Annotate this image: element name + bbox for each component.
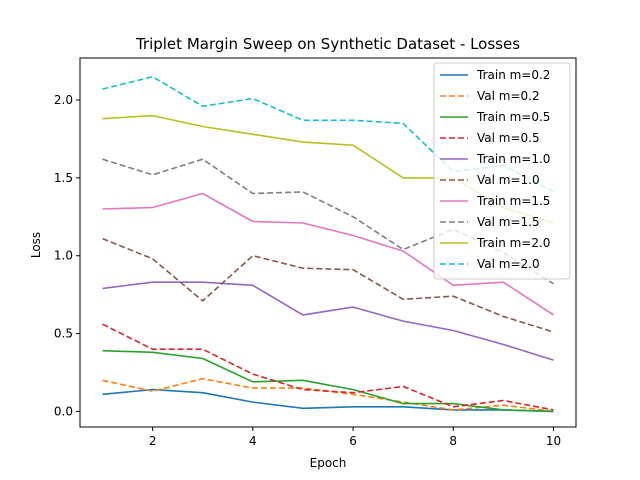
legend-entry: Val m=0.2 xyxy=(477,89,540,103)
y-tick-label: 1.5 xyxy=(54,171,73,185)
legend-entry: Train m=1.5 xyxy=(476,194,550,208)
x-axis-label: Epoch xyxy=(310,456,347,470)
chart-title: Triplet Margin Sweep on Synthetic Datase… xyxy=(135,35,520,53)
x-tick-label: 8 xyxy=(449,434,457,448)
series-line-6 xyxy=(102,237,554,333)
y-axis: 0.0 0.5 1.0 1.5 2.0 xyxy=(54,93,80,418)
legend-entry: Val m=0.5 xyxy=(477,131,540,145)
legend-entry: Val m=1.5 xyxy=(477,215,540,229)
x-tick-label: 6 xyxy=(349,434,357,448)
plot-frame xyxy=(79,57,577,428)
legend-entry: Train m=2.0 xyxy=(476,236,550,250)
x-axis: 2 4 6 8 10 xyxy=(149,427,561,448)
x-tick-label: 4 xyxy=(249,434,257,448)
y-tick-label: 0.0 xyxy=(54,404,73,418)
legend-entry: Train m=0.5 xyxy=(476,110,550,124)
y-tick-label: 2.0 xyxy=(54,93,73,107)
series-line-7 xyxy=(102,192,554,316)
series-line-5 xyxy=(102,281,554,361)
series-line-3 xyxy=(102,349,554,413)
x-tick-label: 2 xyxy=(149,434,157,448)
y-tick-label: 1.0 xyxy=(54,249,73,263)
y-tick-label: 0.5 xyxy=(54,327,73,341)
legend-entry: Val m=2.0 xyxy=(477,257,540,271)
y-axis-label: Loss xyxy=(29,232,43,258)
series-line-4 xyxy=(102,323,554,411)
series-line-8 xyxy=(102,158,554,285)
legend-entry: Val m=1.0 xyxy=(477,173,540,187)
legend-entry: Train m=0.2 xyxy=(476,68,550,82)
legend-entry: Train m=1.0 xyxy=(476,152,550,166)
x-tick-label: 10 xyxy=(546,434,561,448)
legend: Train m=0.2 Val m=0.2 Train m=0.5 Val m=0.5… xyxy=(433,62,571,280)
series-line-1 xyxy=(102,388,554,413)
